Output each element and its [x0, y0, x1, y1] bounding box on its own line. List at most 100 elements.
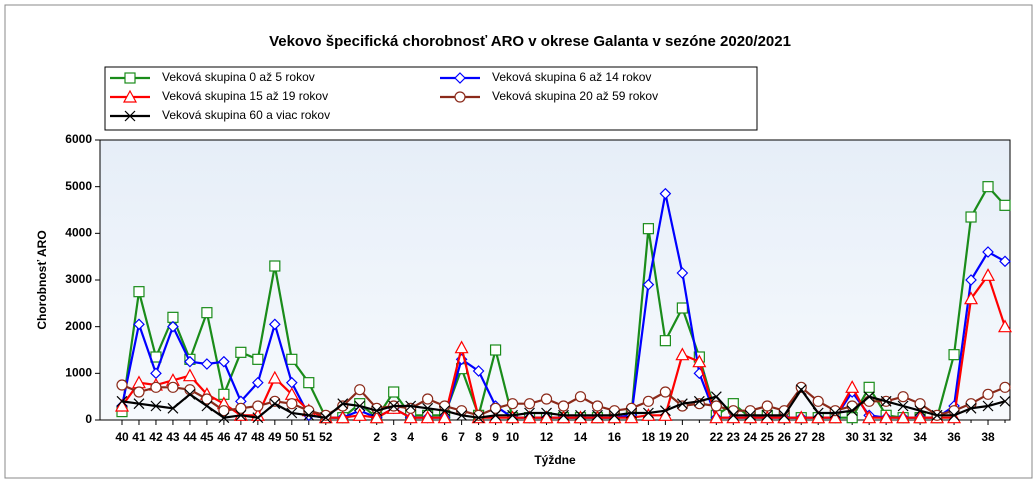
marker: [897, 391, 909, 403]
marker: [591, 400, 604, 412]
legend-label: Veková skupina 0 až 5 rokov: [162, 70, 315, 84]
marker: [965, 402, 977, 414]
marker: [624, 410, 639, 424]
marker: [303, 377, 315, 389]
x-tick-label: 26: [778, 430, 792, 444]
marker: [625, 407, 637, 419]
marker: [354, 384, 366, 396]
marker: [760, 410, 775, 424]
marker: [981, 268, 996, 281]
marker: [541, 407, 552, 419]
marker: [829, 407, 841, 419]
marker: [710, 400, 722, 412]
marker: [524, 407, 535, 419]
marker: [522, 410, 537, 424]
x-tick-label: 30: [845, 430, 859, 444]
marker: [354, 400, 366, 412]
y-tick-label: 3000: [65, 272, 92, 286]
marker: [710, 391, 722, 403]
x-tick-label: 28: [812, 430, 826, 444]
marker: [828, 410, 843, 424]
marker: [777, 410, 792, 424]
marker: [472, 365, 485, 377]
marker: [659, 386, 671, 398]
marker: [133, 286, 145, 298]
marker: [167, 381, 179, 393]
x-tick-label: 3: [390, 430, 397, 444]
marker: [658, 408, 673, 421]
marker: [405, 402, 417, 414]
x-tick-label: 23: [727, 430, 741, 444]
x-tick-label: 46: [217, 430, 231, 444]
marker: [489, 344, 502, 356]
marker: [371, 402, 383, 414]
marker: [642, 223, 655, 235]
marker: [201, 307, 213, 319]
marker: [218, 405, 230, 417]
marker: [999, 395, 1011, 407]
marker: [727, 409, 739, 421]
marker: [133, 398, 145, 410]
marker: [709, 410, 724, 424]
x-tick-label: 49: [268, 430, 282, 444]
marker: [982, 388, 994, 400]
marker: [473, 412, 485, 424]
marker: [388, 400, 400, 412]
marker: [167, 320, 179, 333]
x-axis-label: Týždne: [534, 453, 576, 467]
x-tick-label: 47: [234, 430, 248, 444]
marker: [124, 72, 136, 84]
marker: [556, 410, 571, 424]
marker: [982, 181, 994, 193]
marker: [133, 318, 145, 331]
marker: [267, 370, 282, 384]
marker: [592, 409, 603, 421]
marker: [726, 410, 741, 424]
plot-area: [99, 139, 1011, 421]
marker: [422, 393, 434, 405]
marker: [675, 347, 690, 361]
marker: [812, 407, 824, 419]
x-tick-label: 4: [407, 430, 414, 444]
marker: [116, 395, 128, 407]
marker: [218, 412, 230, 424]
marker: [982, 246, 994, 258]
marker: [420, 410, 435, 424]
marker: [575, 409, 586, 421]
marker: [456, 409, 468, 421]
legend-label: Veková skupina 6 až 14 rokov: [492, 70, 651, 84]
marker: [761, 409, 773, 421]
x-tick-label: 52: [319, 430, 333, 444]
x-tick-label: 34: [913, 430, 927, 444]
marker: [659, 187, 672, 200]
x-tick-label: 8: [475, 430, 482, 444]
x-tick-label: 50: [285, 430, 299, 444]
x-tick-label: 7: [458, 430, 465, 444]
marker: [454, 91, 466, 103]
marker: [931, 409, 943, 421]
marker: [320, 412, 332, 424]
marker: [286, 353, 298, 365]
marker: [557, 400, 570, 412]
x-tick-label: 44: [183, 430, 197, 444]
marker: [286, 407, 298, 419]
marker: [235, 402, 247, 414]
y-tick-label: 1000: [65, 366, 92, 380]
marker: [558, 409, 569, 421]
marker: [846, 405, 858, 417]
marker: [574, 391, 587, 403]
marker: [795, 384, 807, 396]
marker: [590, 410, 605, 424]
x-tick-label: 18: [642, 430, 656, 444]
marker: [422, 402, 434, 414]
marker: [794, 410, 809, 424]
marker: [812, 395, 824, 407]
marker: [122, 89, 138, 103]
marker: [201, 393, 213, 405]
marker: [286, 398, 298, 410]
marker: [744, 409, 756, 421]
marker: [965, 211, 977, 223]
marker: [948, 409, 960, 421]
marker: [914, 398, 926, 410]
